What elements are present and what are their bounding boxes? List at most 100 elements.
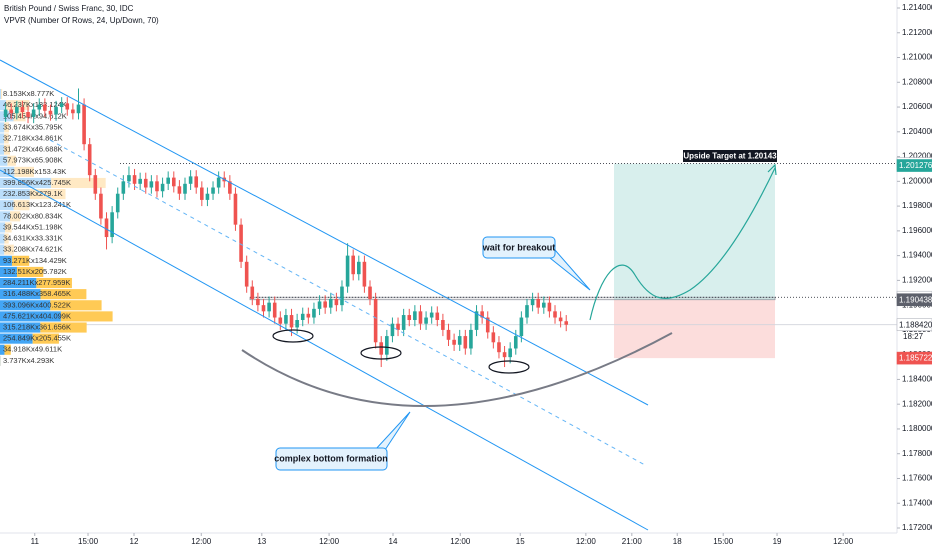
vp-down-bar bbox=[51, 177, 106, 189]
x-tick-label: 12 bbox=[130, 537, 139, 546]
x-tick-label: 14 bbox=[389, 537, 398, 546]
candle-body bbox=[115, 193, 120, 213]
vp-up-bar bbox=[0, 88, 2, 100]
y-tick-label: 1.176000 bbox=[902, 474, 932, 483]
candle-body bbox=[547, 302, 552, 312]
vp-up-bar bbox=[0, 177, 52, 189]
candle-body bbox=[300, 313, 305, 320]
vp-label: 316.488Kx358.465K bbox=[3, 289, 71, 298]
x-tick-label: 21:00 bbox=[622, 537, 643, 546]
level-tag bbox=[896, 318, 932, 332]
projection-path bbox=[589, 167, 776, 321]
vp-down-bar bbox=[4, 233, 9, 244]
vp-label: 284.211Kx277.959K bbox=[3, 278, 70, 287]
candle-body bbox=[334, 298, 339, 306]
candle-body bbox=[351, 255, 355, 275]
vp-up-bar bbox=[0, 144, 5, 155]
y-tick-label: 1.194000 bbox=[902, 251, 932, 260]
vp-down-bar bbox=[4, 122, 9, 133]
vp-label: 315.218Kx361.656K bbox=[3, 322, 71, 331]
vp-label: 33.208Kx74.621K bbox=[3, 245, 63, 254]
candle-body bbox=[362, 261, 367, 287]
time-axis-bg bbox=[0, 533, 932, 550]
candle-body bbox=[463, 336, 468, 349]
candle-body bbox=[536, 298, 540, 308]
vp-up-bar bbox=[0, 255, 12, 266]
vp-up-bar bbox=[0, 189, 30, 200]
vp-down-bar bbox=[13, 200, 30, 211]
candle-body bbox=[228, 181, 232, 194]
vp-label: 8.153Kx8.777K bbox=[3, 89, 54, 98]
vp-up-bar bbox=[0, 333, 33, 344]
vp-down-bar bbox=[9, 211, 21, 222]
vp-label: 475.621Kx404.099K bbox=[3, 311, 71, 320]
vp-up-bar bbox=[0, 211, 10, 222]
candle-body bbox=[446, 329, 451, 340]
candle-body bbox=[530, 298, 535, 306]
candle-body bbox=[513, 336, 518, 349]
y-tick-label: 1.192000 bbox=[902, 275, 932, 284]
candle-body bbox=[138, 178, 142, 184]
candle-body bbox=[519, 317, 524, 337]
vp-label: 254.849Kx205.455K bbox=[3, 334, 71, 343]
candle-body bbox=[211, 187, 215, 194]
candle-body bbox=[20, 107, 25, 112]
candle-body bbox=[401, 315, 406, 330]
candle-body bbox=[48, 110, 53, 115]
candle-body bbox=[183, 183, 187, 194]
vp-down-bar bbox=[11, 255, 30, 266]
candle-body bbox=[357, 261, 361, 275]
x-tick-label: 15 bbox=[516, 537, 525, 546]
candle-body bbox=[306, 313, 311, 318]
candle-body bbox=[37, 104, 42, 110]
target-text: Upside Target at 1.20143 bbox=[683, 152, 777, 161]
vp-down-bar bbox=[1, 88, 3, 100]
vp-label: 33.674Kx35.795K bbox=[3, 122, 63, 131]
vp-up-bar bbox=[0, 300, 51, 311]
y-tick-label: 1.182000 bbox=[902, 399, 932, 408]
callout-pointer bbox=[549, 249, 591, 291]
vp-up-bar bbox=[0, 222, 6, 233]
candle-body bbox=[480, 311, 484, 318]
low-marker bbox=[360, 346, 402, 360]
vp-down-bar bbox=[13, 111, 26, 122]
vp-up-bar bbox=[0, 322, 41, 333]
vp-down-bar bbox=[50, 300, 102, 311]
vp-label: 39.544Kx51.198K bbox=[3, 222, 63, 231]
callout-box bbox=[482, 236, 556, 259]
vp-up-bar bbox=[0, 289, 41, 300]
level-label: 1.190438 bbox=[899, 295, 932, 304]
level-label: 1.201276 bbox=[899, 161, 932, 170]
candle-body bbox=[373, 298, 378, 343]
target-zone bbox=[614, 163, 775, 300]
candle-body bbox=[93, 175, 98, 194]
candle-body bbox=[469, 329, 473, 349]
vp-up-bar bbox=[0, 100, 6, 111]
y-tick-label: 1.174000 bbox=[902, 498, 932, 507]
vp-down-bar bbox=[29, 189, 66, 200]
candle-body bbox=[59, 103, 64, 108]
vp-up-bar bbox=[0, 233, 5, 244]
candle-body bbox=[435, 312, 440, 320]
vp-up-bar bbox=[0, 155, 8, 166]
candle-body bbox=[317, 301, 322, 309]
vp-down-bar bbox=[4, 344, 11, 355]
y-tick-label: 1.204000 bbox=[902, 127, 932, 136]
candle-body bbox=[385, 336, 389, 355]
x-tick-label: 11 bbox=[31, 537, 40, 546]
candle-body bbox=[99, 193, 103, 219]
x-tick-label: 18 bbox=[673, 537, 682, 546]
candle-body bbox=[143, 178, 148, 188]
y-tick-label: 1.202000 bbox=[902, 152, 932, 161]
vp-label: 46.237Kx183.124K bbox=[3, 100, 67, 109]
level-label: 1.185722 bbox=[899, 354, 932, 363]
y-tick-label: 1.172000 bbox=[902, 523, 932, 532]
candle-body bbox=[267, 302, 271, 312]
candle-body bbox=[295, 320, 299, 328]
vp-down-bar bbox=[40, 322, 87, 333]
candle-body bbox=[407, 315, 412, 320]
candle-body bbox=[474, 311, 479, 330]
vp-down-bar bbox=[16, 266, 44, 277]
candle-body bbox=[205, 193, 210, 200]
